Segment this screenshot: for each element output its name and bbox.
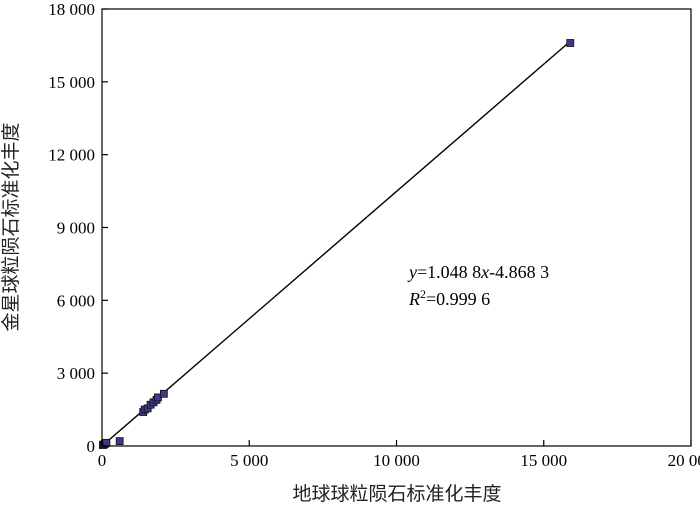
- x-tick-label: 0: [98, 451, 107, 470]
- y-tick-label: 9 000: [57, 219, 95, 238]
- x-tick-label: 10 000: [373, 451, 420, 470]
- y-axis-title: 金星球粒陨石标准化丰度: [0, 122, 22, 331]
- eq-intercept: -4.868 3: [489, 262, 549, 282]
- x-axis-title: 地球球粒陨石标准化丰度: [292, 483, 501, 505]
- x-tick-label: 15 000: [520, 451, 567, 470]
- eq-y-symbol: y: [407, 262, 417, 282]
- plot-frame: [101, 8, 692, 447]
- r-superscript: 2: [420, 287, 426, 301]
- regression-equation: y=1.048 8x-4.868 3: [407, 262, 549, 282]
- marks-layer: [98, 39, 575, 449]
- y-tick-label: 0: [87, 437, 96, 456]
- eq-slope: =1.048 8: [417, 262, 481, 282]
- r-symbol: R: [408, 289, 420, 309]
- data-point: [159, 389, 168, 398]
- r-value: =0.999 6: [426, 289, 490, 309]
- x-tick-label: 20 000: [668, 451, 700, 470]
- eq-x-symbol: x: [480, 262, 489, 282]
- ticks-layer: 0 5 000 10 000 15 000 20 000 0 3 000 6 000 9 000…: [48, 0, 700, 470]
- y-tick-label: 18 000: [48, 0, 95, 19]
- data-point: [115, 437, 124, 446]
- plot-layer: [101, 40, 571, 447]
- y-tick-label: 12 000: [48, 146, 95, 165]
- x-tick-label: 5 000: [230, 451, 268, 470]
- r-squared: R2=0.999 6: [408, 287, 490, 309]
- y-tick-label: 15 000: [48, 73, 95, 92]
- data-point: [566, 39, 575, 47]
- data-point: [102, 438, 111, 447]
- y-tick-label: 6 000: [57, 291, 95, 310]
- y-tick-label: 3 000: [57, 364, 95, 383]
- fit-line: [101, 40, 571, 447]
